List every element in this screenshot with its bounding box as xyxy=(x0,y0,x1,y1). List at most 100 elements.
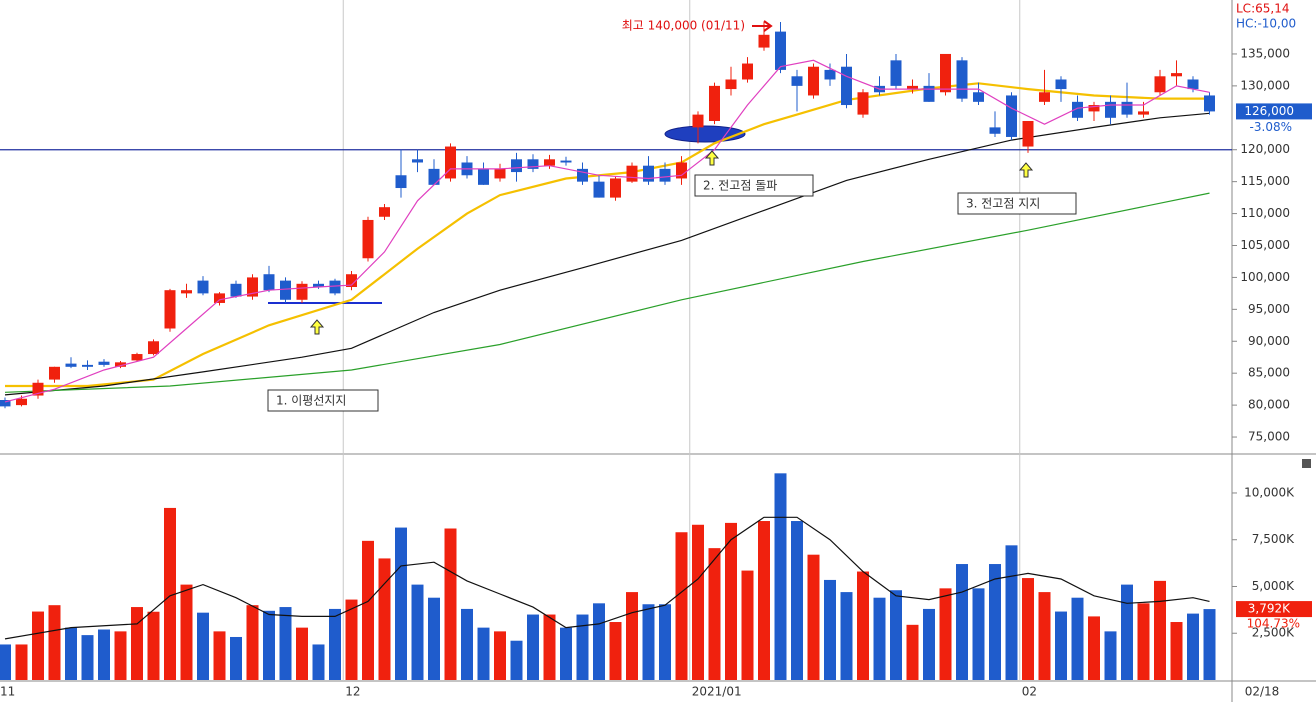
y-tick-label: 130,000 xyxy=(1240,78,1290,92)
volume-bar xyxy=(395,527,407,680)
candle-body xyxy=(82,364,93,367)
candle-body xyxy=(560,160,572,163)
volume-bar xyxy=(642,604,655,680)
volume-bar xyxy=(1038,592,1051,680)
candle-body xyxy=(296,283,308,300)
candle-body xyxy=(1072,101,1083,118)
candle-body xyxy=(610,178,621,198)
candle-body xyxy=(742,63,753,80)
close-pane-button[interactable] xyxy=(1302,459,1311,468)
volume-bar xyxy=(246,605,259,680)
last-price: 126,000 xyxy=(1244,104,1294,118)
volume-bar xyxy=(147,611,160,680)
candle-body xyxy=(857,92,869,115)
annotation: 2. 전고점 돌파 xyxy=(703,179,777,193)
candle-body xyxy=(214,293,225,303)
candle-body xyxy=(362,219,374,259)
candle-body xyxy=(511,159,522,173)
candle-body xyxy=(0,400,11,407)
volume-bar xyxy=(609,622,622,680)
y-tick-label: 5,000K xyxy=(1252,579,1295,593)
volume-bar xyxy=(65,627,77,680)
candle-body xyxy=(346,274,357,287)
volume-bar xyxy=(923,608,935,680)
volume-bar xyxy=(659,604,671,680)
volume-bar xyxy=(1104,631,1117,680)
volume-bar xyxy=(98,629,110,680)
volume-bar xyxy=(263,610,275,680)
volume-bar xyxy=(461,608,473,680)
y-tick-label: 7,500K xyxy=(1252,532,1295,546)
volume-bar xyxy=(593,603,605,680)
volume-bar xyxy=(543,614,556,680)
candle-body xyxy=(98,361,110,365)
high-note: 최고 140,000 (01/11) xyxy=(622,19,745,33)
volume-average xyxy=(4,516,1210,640)
last-volume-box xyxy=(1236,601,1312,618)
candle-body xyxy=(329,280,341,294)
candle-body xyxy=(247,277,258,297)
volume-bar xyxy=(560,627,572,680)
y-tick-label: 85,000 xyxy=(1248,366,1290,380)
candle-body xyxy=(181,290,192,294)
candle-body xyxy=(725,79,737,90)
volume-bar xyxy=(48,605,61,680)
volume-bar xyxy=(939,588,952,680)
volume-bar xyxy=(477,627,490,680)
volume-bar xyxy=(906,624,919,680)
y-tick-label: 100,000 xyxy=(1240,270,1290,284)
volume-bar xyxy=(890,590,902,680)
volume-bar xyxy=(1071,597,1084,680)
candle-body xyxy=(643,165,654,182)
candle-body xyxy=(131,354,143,361)
candle-body xyxy=(1204,95,1215,112)
annotation-box xyxy=(694,174,814,197)
candle-body xyxy=(494,168,506,179)
volume-bar xyxy=(1088,616,1100,680)
volume-bar xyxy=(164,507,176,680)
volume-bar xyxy=(411,584,424,680)
candle-body xyxy=(841,66,852,106)
annotation-arrow xyxy=(309,319,325,335)
candle-body xyxy=(577,168,588,182)
volume-bar xyxy=(15,644,28,680)
candle-body xyxy=(478,168,489,185)
x-tick-label: 11 xyxy=(0,685,15,699)
volume-bar xyxy=(791,521,803,680)
candle-body xyxy=(428,168,440,185)
volume-bar xyxy=(873,597,886,680)
x-tick-label: 2021/01 xyxy=(692,685,742,699)
volume-bar xyxy=(1187,613,1199,680)
candle-body xyxy=(676,162,687,179)
candle-body xyxy=(956,60,968,99)
volume-bar xyxy=(692,524,704,680)
volume-bar xyxy=(279,607,292,680)
candle-body xyxy=(973,92,984,102)
volume-bar xyxy=(972,588,985,680)
volume-bar xyxy=(1203,609,1216,680)
moving-average xyxy=(4,59,1210,403)
candle-body xyxy=(907,85,918,90)
candle-body xyxy=(263,274,275,291)
candle-body xyxy=(1187,79,1199,90)
candle-body xyxy=(1006,95,1017,137)
x-tick-label: 12 xyxy=(345,685,360,699)
y-tick-label: 10,000K xyxy=(1244,485,1295,499)
breakout-ellipse xyxy=(664,125,746,143)
candle-body xyxy=(659,168,671,182)
moving-average xyxy=(4,112,1210,396)
candle-body xyxy=(626,165,638,182)
volume-bar xyxy=(1005,545,1018,680)
volume-bar xyxy=(741,570,754,680)
y-tick-label: 75,000 xyxy=(1248,430,1290,444)
y-tick-label: 135,000 xyxy=(1240,46,1290,60)
last-volume: 3,792K xyxy=(1248,602,1291,616)
annotation: 1. 이평선지지 xyxy=(276,394,346,408)
candle-body xyxy=(775,31,786,70)
candle-body xyxy=(989,127,1001,134)
candle-body xyxy=(824,69,836,80)
candle-body xyxy=(445,146,456,179)
volume-bar xyxy=(296,627,308,680)
volume-bar xyxy=(1055,611,1067,680)
annotation-arrow xyxy=(704,150,720,166)
